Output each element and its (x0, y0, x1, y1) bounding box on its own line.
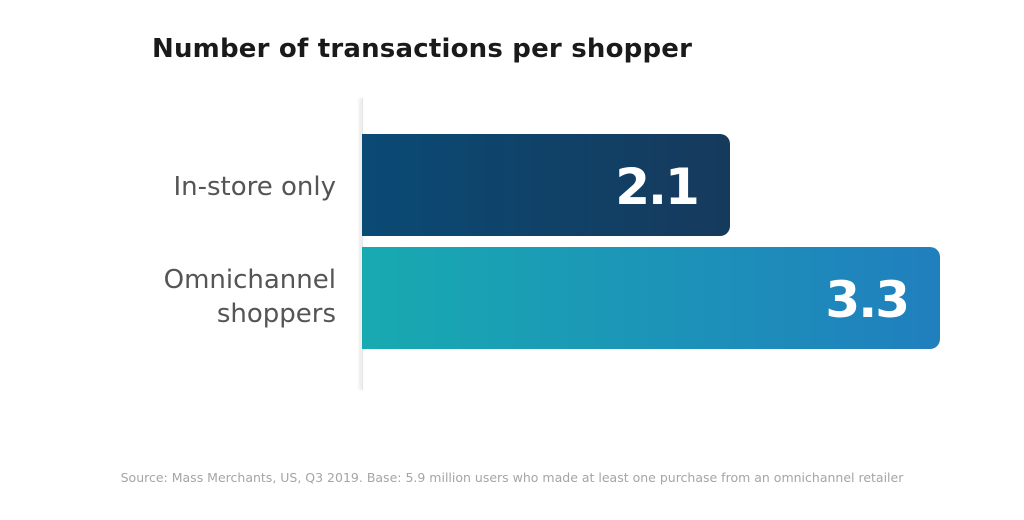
category-label: Omnichannel shoppers (163, 265, 336, 329)
bar (362, 134, 730, 236)
bar (362, 247, 940, 349)
category-label: In-store only (173, 172, 336, 202)
chart-title: Number of transactions per shopper (152, 34, 693, 64)
axis-shadow (358, 98, 363, 390)
y-axis-line (362, 98, 363, 390)
bar-value-label: 2.1 (615, 158, 700, 216)
bar-value-label: 3.3 (825, 271, 910, 329)
source-note: Source: Mass Merchants, US, Q3 2019. Bas… (120, 470, 904, 485)
